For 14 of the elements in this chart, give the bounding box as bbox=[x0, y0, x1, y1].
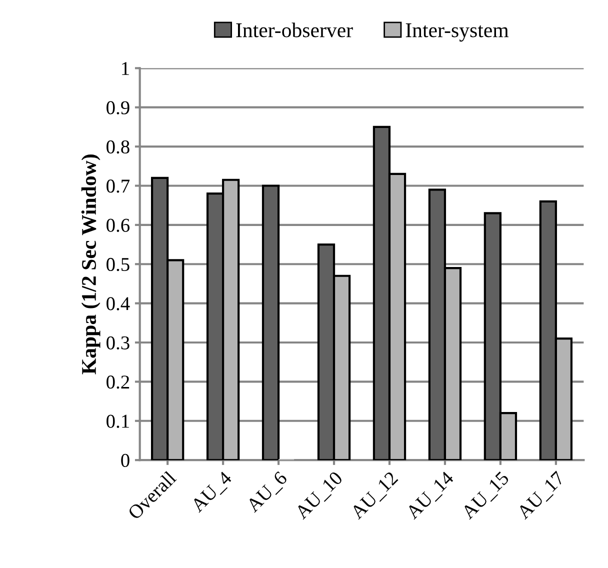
y-tick-label: 1 bbox=[122, 62, 129, 75]
y-tick-label: 0 bbox=[121, 454, 130, 468]
y-tick-label: 0.7 bbox=[106, 180, 130, 193]
y-axis-title: Kappa (1/2 Sec Window) bbox=[81, 154, 100, 374]
y-tick-label: 0.1 bbox=[106, 414, 129, 428]
y-tick-label: 0.3 bbox=[106, 336, 130, 350]
legend-label: Inter-system bbox=[406, 23, 509, 42]
y-tick-label: 0.6 bbox=[106, 218, 130, 232]
y-tick-label: 0.9 bbox=[106, 101, 130, 114]
legend-label: Inter-observer bbox=[236, 22, 353, 38]
y-tick-label: 0.2 bbox=[106, 376, 130, 389]
y-tick-label: 0.5 bbox=[106, 258, 130, 272]
y-tick-label: 0.8 bbox=[106, 140, 130, 154]
y-tick-label: 0.4 bbox=[106, 297, 130, 310]
